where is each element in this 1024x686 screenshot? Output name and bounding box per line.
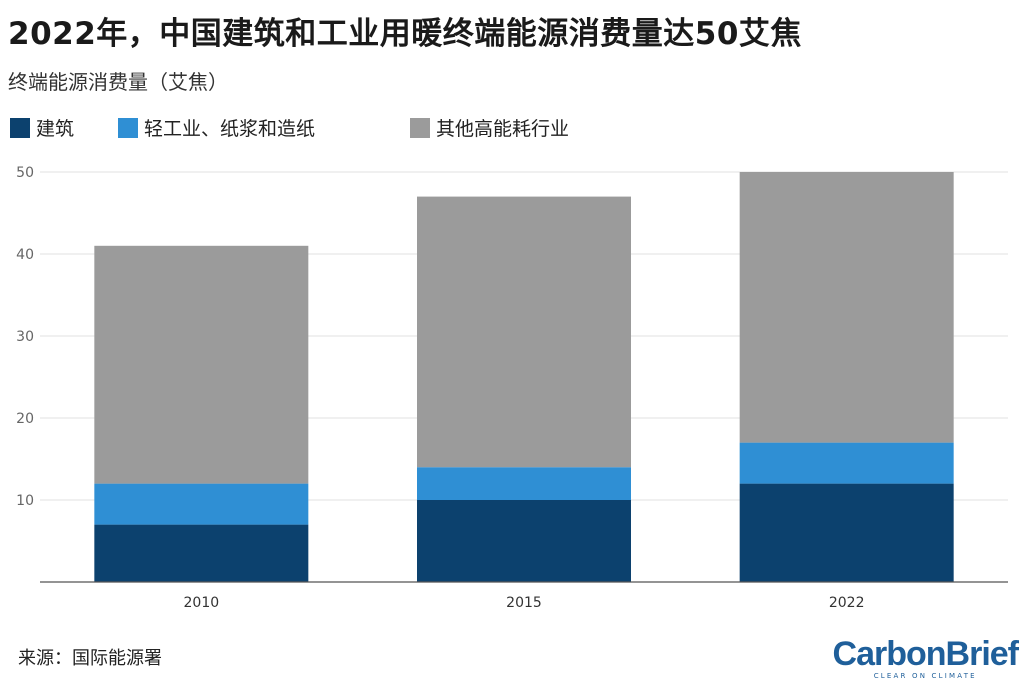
bar-segment-2022-0 [739, 483, 954, 582]
source-note: 来源：国际能源署 [18, 648, 162, 669]
chart-title: 2022年，中国建筑和工业用暖终端能源消费量达50艾焦 [8, 16, 802, 52]
legend-item-light-industry: 轻工业、纸浆和造纸 [118, 114, 315, 141]
legend-label-other-industry: 其他高能耗行业 [436, 118, 570, 140]
logo-wordmark: CarbonBrief [832, 635, 1019, 673]
bar-segment-2022-2 [739, 172, 954, 443]
y-tick-label: 50 [16, 165, 34, 181]
carbonbrief-logo: CarbonBrief CLEAR ON CLIMATE [832, 635, 1019, 680]
bar-segment-2010-1 [94, 483, 309, 525]
legend-swatch-buildings [10, 117, 30, 138]
x-tick-label: 2010 [184, 595, 220, 611]
legend-label-buildings: 建筑 [36, 118, 75, 140]
legend-item-buildings: 建筑 [10, 114, 74, 141]
y-tick-label: 30 [16, 329, 34, 345]
legend-swatch-other-industry [410, 117, 430, 138]
x-tick-label: 2015 [506, 595, 542, 611]
logo-tagline: CLEAR ON CLIMATE [873, 672, 977, 680]
y-tick-label: 10 [16, 493, 34, 509]
x-tick-label: 2022 [829, 595, 865, 611]
legend-item-other-industry: 其他高能耗行业 [410, 114, 569, 141]
bar-segment-2010-0 [94, 524, 309, 582]
chart-subtitle: 终端能源消费量（艾焦） [8, 70, 228, 94]
legend-swatch-light-industry [118, 117, 138, 138]
legend-label-light-industry: 轻工业、纸浆和造纸 [144, 118, 316, 140]
bar-segment-2010-2 [94, 245, 309, 484]
y-tick-label: 20 [16, 411, 34, 427]
bar-chart: 10 20 30 40 50 2010 2015 2022 [16, 165, 1008, 611]
bar-segment-2015-0 [417, 500, 631, 582]
bar-segment-2015-1 [417, 467, 631, 500]
y-tick-label: 40 [16, 247, 34, 263]
bar-segment-2022-1 [739, 442, 954, 484]
bar-segment-2015-2 [417, 196, 631, 468]
